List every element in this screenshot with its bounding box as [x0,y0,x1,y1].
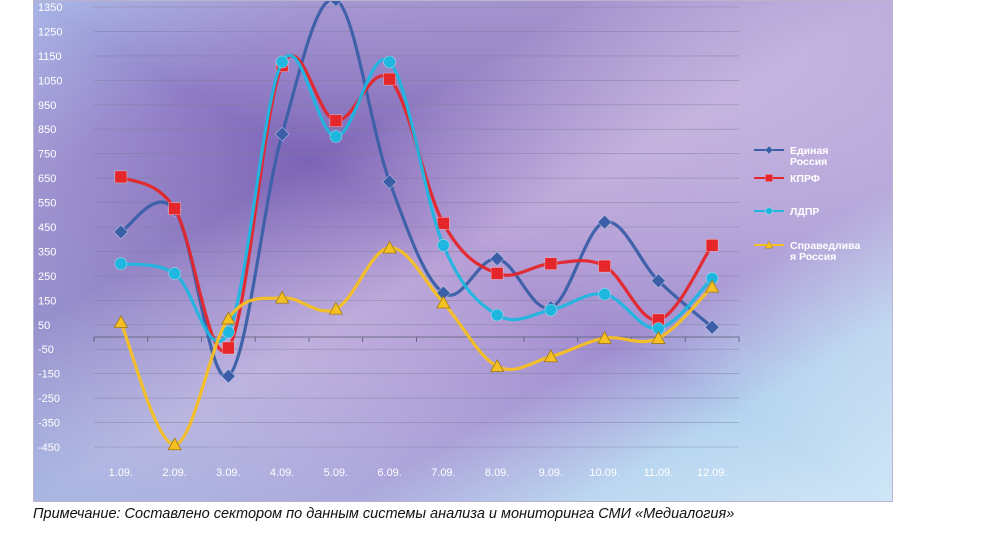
data-point [222,341,235,355]
data-point [437,217,450,230]
y-tick-label: 850 [38,124,56,136]
y-tick-label: 450 [38,222,56,234]
axes: 1350 1250 1150 1050 950 850 750 650 550 450 350 250… [38,2,740,479]
y-tick-label: 750 [38,149,56,161]
y-tick-label: 550 [38,198,56,210]
y-tick-label: -150 [38,369,60,381]
data-point [383,55,396,69]
data-point [490,308,504,322]
y-tick-label: 1350 [38,2,62,14]
data-point [168,267,181,280]
y-tick-label: 1250 [38,26,62,38]
legend-label: Справедлива [790,240,860,252]
data-point [221,311,236,325]
data-point [651,330,666,344]
x-tick-label: 6.09. [377,467,401,479]
y-tick-label: -250 [38,393,60,405]
legend-marker [764,240,774,249]
x-tick-label: 2.09. [162,467,186,479]
data-point [544,257,558,270]
legend-label: Россия [790,156,827,168]
data-point [382,174,398,190]
y-tick-label: 50 [38,320,50,332]
data-point [168,202,181,215]
data-point [114,170,128,184]
data-point [598,259,611,273]
data-point [383,72,396,86]
data-point [544,303,558,317]
data-point [274,126,290,142]
y-tick-label: -350 [38,418,60,430]
y-tick-label: 650 [38,173,56,185]
legend-label: ЛДПР [790,206,819,218]
series-lines [113,1,720,451]
legend-label: я Россия [790,251,836,263]
series-3 [114,53,719,343]
y-tick-label: -50 [38,344,54,356]
grid-lines [94,6,739,448]
chart-area: 1350 1250 1150 1050 950 850 750 650 550 450 350 250… [33,0,893,502]
data-point [705,239,719,252]
x-tick-label: 7.09. [431,467,455,479]
data-point [489,359,505,372]
data-point [167,437,182,451]
x-tick-label: 8.09. [485,467,509,479]
data-point [329,1,342,8]
x-tick-label: 1.09. [109,467,133,479]
data-point [220,368,236,384]
data-point [597,214,613,230]
y-tick-label: 950 [38,100,56,112]
data-point [113,224,129,240]
y-tick-label: 250 [38,271,56,283]
legend-marker [765,207,773,215]
y-tick-label: 1050 [38,75,62,87]
x-tick-label: 10.09. [589,467,620,479]
data-point [437,239,450,252]
data-point [597,330,612,344]
data-point [275,55,289,69]
data-point [543,349,559,363]
line-chart: 1350 1250 1150 1050 950 850 750 650 550 450 350 250… [34,1,892,501]
y-tick-label: 150 [38,295,56,307]
data-point [490,267,504,280]
data-point [436,295,451,309]
x-tick-label: 11.09. [643,467,673,479]
x-tick-label: 9.09. [539,467,563,479]
series-line [119,1,714,379]
legend-item-2: КПРФ [754,173,820,185]
data-point [329,130,343,143]
data-point [598,287,611,301]
y-tick-label: -450 [38,442,60,454]
y-tick-label: 1150 [38,51,62,63]
data-point [489,251,505,267]
data-point [329,114,343,127]
legend-marker [765,174,773,182]
legend-label: КПРФ [790,173,820,185]
legend-label: Единая [790,145,828,157]
data-point [274,290,290,304]
x-tick-label: 4.09. [270,467,294,479]
data-point [113,315,129,328]
y-tick-label: 350 [38,246,56,258]
legend-item-3: ЛДПР [754,206,819,218]
data-point [328,301,344,315]
chart-note: Примечание: Составлено сектором по данны… [33,506,735,522]
data-point [650,273,666,289]
data-point [704,279,720,293]
data-point [382,240,397,254]
x-tick-label: 5.09. [324,467,348,479]
x-tick-label: 3.09. [216,467,240,479]
series-4 [113,240,720,451]
data-point [704,319,720,335]
legend-marker [764,145,774,155]
x-tick-label: 12.09. [697,467,728,479]
data-point [114,257,128,270]
